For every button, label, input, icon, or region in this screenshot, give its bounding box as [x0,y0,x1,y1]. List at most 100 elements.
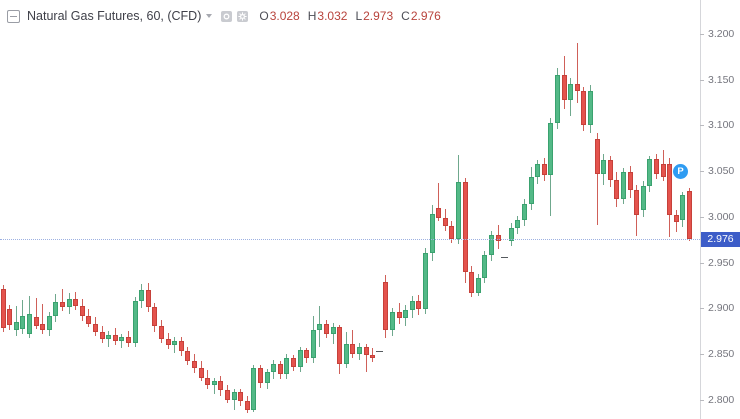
candle-wick-down [352,330,354,358]
candle-down [581,90,587,126]
collapse-icon[interactable] [7,9,20,23]
high-label: H [307,9,317,23]
hide-indicator-icon[interactable] [221,10,233,22]
current-price-line [0,239,700,240]
candle-up [455,182,461,239]
price-tick-mark [700,125,704,126]
candle-down [178,341,184,352]
price-axis-line [700,0,701,419]
candle-up [647,159,653,186]
candle-down [304,350,310,359]
price-tick-mark [700,80,704,81]
price-tick-mark [700,34,704,35]
chevron-down-icon[interactable] [206,14,213,18]
low-value: 2.973 [363,9,394,23]
candle-wick-down [35,298,37,330]
candle-wick-down [61,289,63,311]
candle-down [686,191,692,239]
candle-down [40,323,46,331]
candle-down [125,337,131,343]
candle-wick-down [576,43,578,104]
candle-wick-up [15,306,17,336]
candle-down [323,323,329,334]
candle-wick-down [365,343,367,373]
price-axis[interactable]: 2.976 3.200 3.150 3.100 3.050 3.000 2.950 2.90… [700,0,740,419]
candle-down [337,327,343,364]
chart-pane[interactable] [0,0,700,419]
candle-up [297,350,303,367]
price-tick-label: 2.950 [708,257,735,269]
candle-up [587,90,593,126]
candle-up [330,327,336,334]
candle-down [627,172,633,191]
candle-wick-up [213,377,215,395]
candle-up [46,316,52,331]
candle-down [86,316,92,324]
symbol-title[interactable]: Natural Gas Futures, 60, (CFD) [27,9,202,23]
candle-down [33,317,39,326]
price-tick-label: 2.900 [708,302,735,314]
candle-down [607,160,613,181]
price-tick-label: 3.200 [708,28,735,40]
candle-down [667,163,673,215]
candle-down [165,339,171,345]
ohlc-readout: O 3.028 H 3.032 L 2.973 C 2.976 [259,9,449,23]
candle-down [350,343,356,354]
settings-gear-icon[interactable] [237,10,249,22]
price-tick-label: 2.850 [708,348,735,360]
current-price-badge: 2.976 [701,232,740,247]
candle-down [370,354,376,359]
candle-down [145,289,151,308]
candle-down [673,214,679,223]
candle-up [106,334,112,340]
candle-up [422,253,428,310]
candle-up [310,330,316,359]
candle-down [244,401,250,410]
candle-up [53,301,59,317]
candle-up [284,357,290,374]
candle-down [158,326,164,340]
candle-up [389,311,395,331]
open-label: O [259,9,269,23]
candle-down [383,281,389,331]
candle-down [92,323,98,332]
candle-down [152,307,158,327]
candle-down [442,217,448,226]
candle-up [429,214,435,254]
candle-up [548,122,554,175]
position-marker-badge[interactable]: P [673,164,688,179]
candle-up [521,204,527,221]
candle-down [561,75,567,100]
price-tick-label: 3.100 [708,119,735,131]
candle-down [7,309,13,325]
candle-up [488,235,494,256]
candle-wick-up [121,333,123,349]
candle-down [218,381,224,391]
candle-down [614,180,620,199]
high-value: 3.032 [317,9,348,23]
candle-down [99,331,105,340]
candle-up [515,220,521,228]
candle-down [436,207,442,218]
candle-down [363,346,369,355]
price-tick-label: 3.050 [708,165,735,177]
candle-up [66,299,72,308]
price-tick-mark [700,171,704,172]
candle-down [541,163,547,175]
candle-down [224,390,230,400]
candle-up [264,372,270,384]
candle-down [277,363,283,374]
candle-up [528,176,534,204]
candle-up [482,255,488,279]
price-tick-label: 3.150 [708,74,735,86]
price-tick-mark [700,400,704,401]
candle-down [198,367,204,378]
close-value: 2.976 [410,9,441,23]
low-label: L [355,9,363,23]
candle-wick-up [174,337,176,353]
candle-down [191,361,197,368]
candle-up [139,289,145,301]
candle-down [59,301,65,308]
